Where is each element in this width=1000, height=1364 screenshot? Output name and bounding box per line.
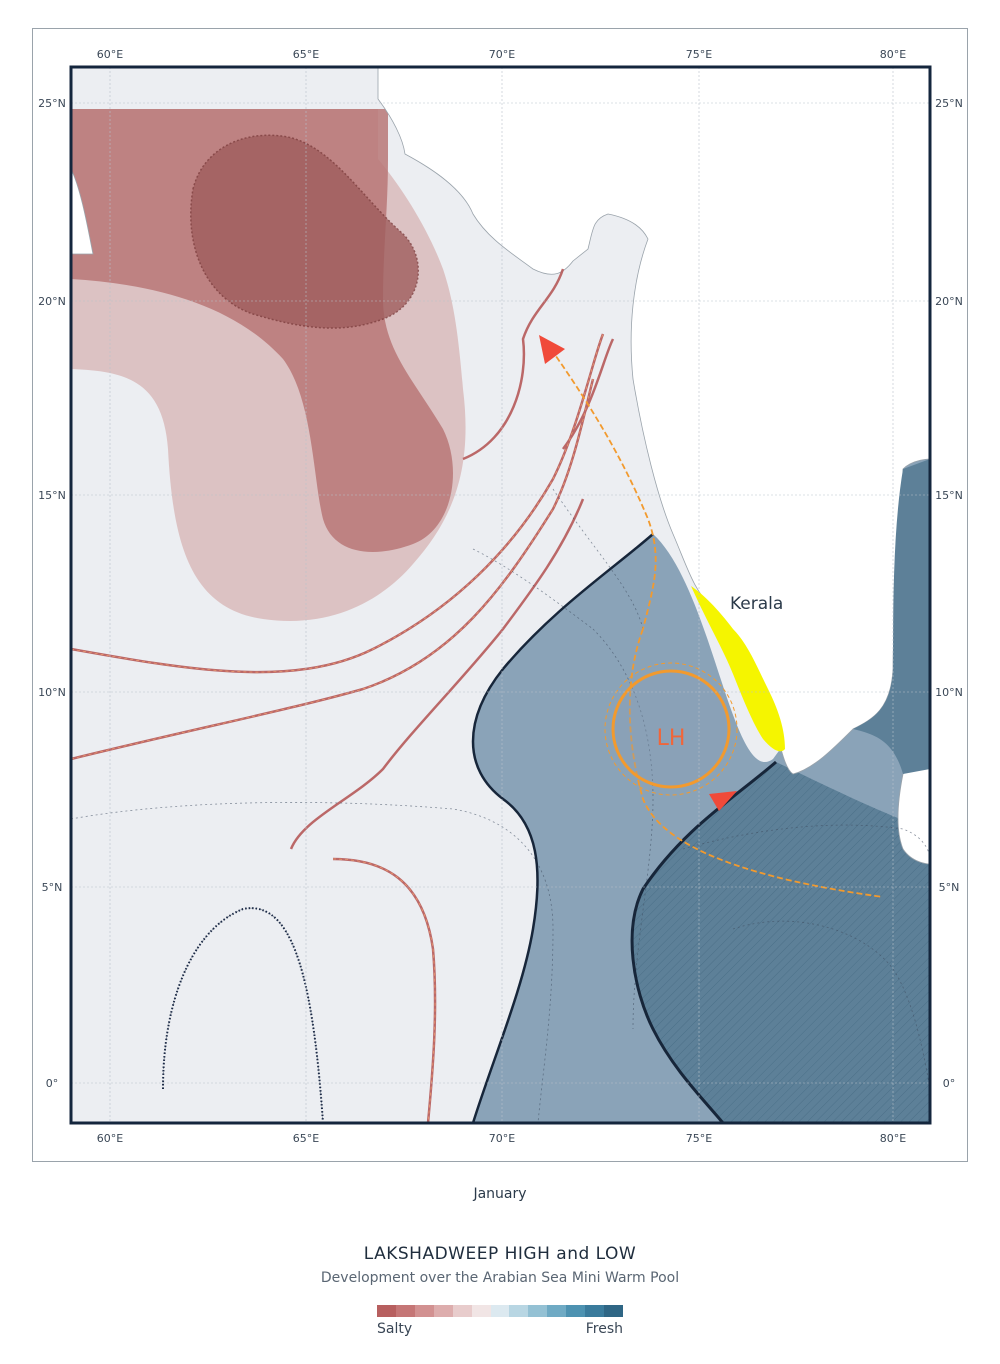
legend-swatch [395, 1305, 415, 1317]
lon-label-top: 75°E [686, 48, 712, 61]
legend-swatch [490, 1305, 510, 1317]
legend-swatch [452, 1305, 472, 1317]
lat-label-right: 5°N [939, 881, 960, 894]
legend-swatch [566, 1305, 586, 1317]
lat-label-right: 25°N [935, 97, 963, 110]
contour-highlights [71, 333, 604, 1123]
lon-label-bottom: 70°E [489, 1132, 515, 1145]
salinity-legend-bar [377, 1305, 623, 1317]
kerala-region [691, 586, 785, 752]
lon-label-top: 60°E [97, 48, 123, 61]
lat-label-left: 20°N [38, 295, 66, 308]
month-label: January [473, 1186, 527, 1202]
legend-swatch [433, 1305, 453, 1317]
lat-label-left: 25°N [38, 97, 66, 110]
lon-label-top: 65°E [293, 48, 319, 61]
map-frame: LH Kerala 60°E 65°E 70°E 75°E 80°E 60°E … [32, 28, 968, 1162]
lat-label-left: 0° [46, 1077, 59, 1090]
india-landmass [377, 67, 930, 775]
lat-label-right: 20°N [935, 295, 963, 308]
lon-label-top: 70°E [489, 48, 515, 61]
salinity-map[interactable]: LH Kerala 60°E 65°E 70°E 75°E 80°E 60°E … [33, 29, 967, 1161]
lh-label: LH [657, 726, 686, 751]
lat-label-left: 15°N [38, 489, 66, 502]
legend-swatch [547, 1305, 567, 1317]
salty-core [190, 134, 420, 329]
fresh-hatching [632, 762, 930, 1123]
legend-swatch [528, 1305, 548, 1317]
dashed-isolines [71, 488, 930, 1123]
legend-swatch [509, 1305, 529, 1317]
isoline-dotted [162, 907, 324, 1123]
sri-lanka [897, 766, 930, 865]
lon-label-bottom: 65°E [293, 1132, 319, 1145]
bay-of-bengal [853, 459, 930, 774]
graticule [71, 67, 930, 1123]
fresh-front-line-2 [630, 760, 777, 1123]
lon-label-top: 80°E [880, 48, 906, 61]
fresh-front-line [471, 533, 654, 1123]
lakshadweep-high-circle[interactable]: LH [604, 662, 738, 796]
map-inner-frame [69, 65, 932, 1125]
track-arrow-north [539, 335, 565, 364]
legend-swatch [377, 1305, 396, 1317]
lat-label-right: 0° [943, 1077, 956, 1090]
legend-fresh-label: Fresh [585, 1321, 623, 1337]
legend-swatch [604, 1305, 623, 1317]
map-subtitle: Development over the Arabian Sea Mini Wa… [320, 1270, 680, 1286]
lon-label-bottom: 75°E [686, 1132, 712, 1145]
legend-swatch [471, 1305, 491, 1317]
lon-label-bottom: 60°E [97, 1132, 123, 1145]
legend-salty-label: Salty [377, 1321, 413, 1337]
high-track [550, 348, 884, 898]
kerala-label: Kerala [730, 594, 783, 614]
lat-label-right: 10°N [935, 686, 963, 699]
lat-label-left: 10°N [38, 686, 66, 699]
track-arrow-south [709, 791, 737, 811]
legend-swatch [585, 1305, 605, 1317]
lat-label-right: 15°N [935, 489, 963, 502]
lon-label-bottom: 80°E [880, 1132, 906, 1145]
legend-swatch [414, 1305, 434, 1317]
lat-label-left: 5°N [42, 881, 63, 894]
map-title: LAKSHADWEEP HIGH and LOW [363, 1244, 637, 1264]
